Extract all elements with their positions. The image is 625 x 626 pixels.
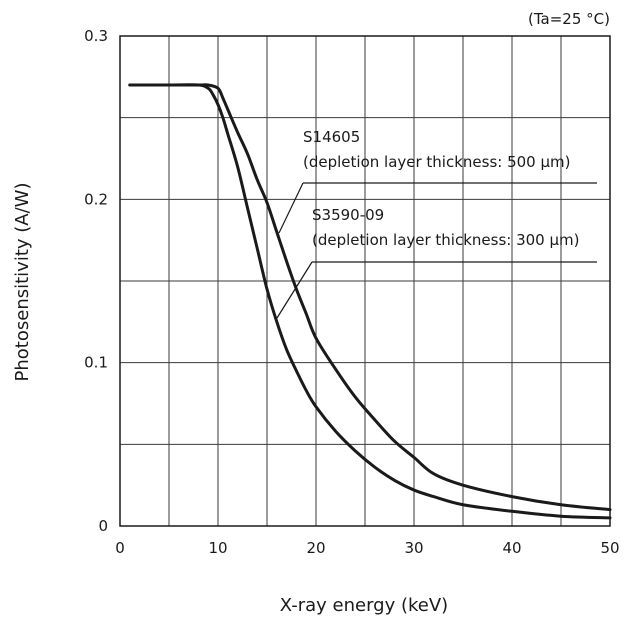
x-tick-label: 0 <box>115 539 125 557</box>
annotation-leader-line <box>278 182 304 234</box>
x-axis-ticks: 0 10 20 30 40 50 <box>115 539 619 557</box>
annotation-name: S3590-09 <box>312 206 384 224</box>
y-tick-label: 0 <box>98 517 108 535</box>
y-axis-title: Photosensitivity (A/W) <box>12 183 33 382</box>
x-tick-label: 10 <box>208 539 227 557</box>
annotation-name: S14605 <box>303 128 360 146</box>
x-axis-title: X-ray energy (keV) <box>280 595 448 616</box>
series-line-s3590-09 <box>128 83 612 520</box>
plot-frame <box>119 35 611 527</box>
annotation-s3590-09: S3590-09 (depletion layer thickness: 300 … <box>276 206 597 319</box>
y-tick-label: 0.1 <box>84 354 108 372</box>
x-tick-label: 20 <box>306 539 325 557</box>
x-tick-label: 30 <box>404 539 423 557</box>
y-tick-label: 0.3 <box>84 27 108 45</box>
annotation-detail: (depletion layer thickness: 300 μm) <box>312 231 580 249</box>
x-tick-label: 40 <box>502 539 521 557</box>
annotations: S14605 (depletion layer thickness: 500 μm… <box>276 128 597 319</box>
x-tick-label: 50 <box>600 539 619 557</box>
annotation-detail: (depletion layer thickness: 500 μm) <box>303 153 571 171</box>
annotation-s14605: S14605 (depletion layer thickness: 500 μm… <box>278 128 597 234</box>
y-tick-label: 0.2 <box>84 190 108 208</box>
series <box>128 83 612 520</box>
annotation-leader-line <box>276 261 313 319</box>
series-line-s14605 <box>128 83 612 512</box>
condition-label: (Ta=25 °C) <box>528 10 610 28</box>
y-axis-ticks: 0 0.1 0.2 0.3 <box>84 27 108 535</box>
grid <box>120 36 610 526</box>
